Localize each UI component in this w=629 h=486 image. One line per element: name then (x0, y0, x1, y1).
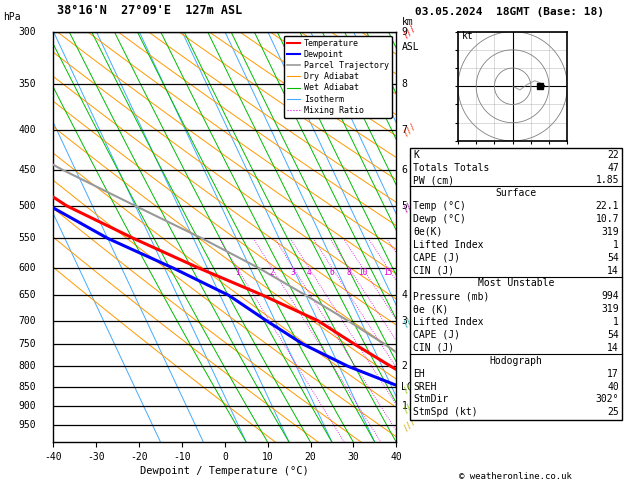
Text: 450: 450 (19, 165, 36, 175)
Text: K: K (413, 150, 419, 160)
Text: 03.05.2024  18GMT (Base: 18): 03.05.2024 18GMT (Base: 18) (415, 7, 604, 17)
Text: 3: 3 (401, 315, 408, 326)
Text: 8: 8 (347, 268, 352, 277)
Text: 750: 750 (19, 339, 36, 349)
Text: Surface: Surface (496, 188, 537, 198)
Text: CAPE (J): CAPE (J) (413, 253, 460, 263)
Text: EH: EH (413, 369, 425, 379)
Text: 994: 994 (601, 291, 619, 301)
Text: 300: 300 (19, 27, 36, 36)
Text: CAPE (J): CAPE (J) (413, 330, 460, 340)
Text: 54: 54 (607, 253, 619, 263)
Text: 4: 4 (307, 268, 311, 277)
Text: 350: 350 (19, 79, 36, 89)
Text: 14: 14 (607, 343, 619, 353)
Text: 17: 17 (607, 369, 619, 379)
Text: StmDir: StmDir (413, 395, 448, 404)
Text: 38°16'N  27°09'E  127m ASL: 38°16'N 27°09'E 127m ASL (57, 4, 242, 17)
Text: 25: 25 (607, 407, 619, 417)
Text: Dewp (°C): Dewp (°C) (413, 214, 466, 224)
Text: Lifted Index: Lifted Index (413, 240, 484, 250)
Text: 22.1: 22.1 (596, 201, 619, 211)
Text: 650: 650 (19, 290, 36, 300)
Text: LCL: LCL (401, 382, 419, 392)
Text: 3: 3 (291, 268, 296, 277)
Text: 47: 47 (607, 162, 619, 173)
Text: 2: 2 (269, 268, 274, 277)
Text: 7: 7 (401, 125, 408, 135)
Text: kt: kt (462, 31, 474, 41)
Text: 4: 4 (401, 290, 408, 300)
Text: 950: 950 (19, 420, 36, 430)
Text: SREH: SREH (413, 382, 437, 392)
Legend: Temperature, Dewpoint, Parcel Trajectory, Dry Adiabat, Wet Adiabat, Isotherm, Mi: Temperature, Dewpoint, Parcel Trajectory… (284, 36, 392, 118)
Text: ///: /// (401, 398, 418, 415)
Text: 10: 10 (358, 268, 367, 277)
Text: 1: 1 (235, 268, 240, 277)
Text: 22: 22 (607, 150, 619, 160)
Text: 1.85: 1.85 (596, 175, 619, 186)
Text: StmSpd (kt): StmSpd (kt) (413, 407, 478, 417)
X-axis label: Dewpoint / Temperature (°C): Dewpoint / Temperature (°C) (140, 466, 309, 476)
Text: 6: 6 (330, 268, 335, 277)
Text: 9: 9 (401, 27, 408, 36)
Text: 2: 2 (401, 361, 408, 371)
Text: θe(K): θe(K) (413, 227, 443, 237)
Text: 1: 1 (613, 240, 619, 250)
Text: 40: 40 (607, 382, 619, 392)
Text: ASL: ASL (401, 42, 419, 52)
Text: 15: 15 (383, 268, 392, 277)
Text: CIN (J): CIN (J) (413, 343, 454, 353)
Text: PW (cm): PW (cm) (413, 175, 454, 186)
Text: ///: /// (401, 23, 418, 40)
Text: Totals Totals: Totals Totals (413, 162, 489, 173)
Text: CIN (J): CIN (J) (413, 265, 454, 276)
Text: Pressure (mb): Pressure (mb) (413, 291, 489, 301)
Text: 800: 800 (19, 361, 36, 371)
Text: ///: /// (401, 417, 418, 433)
Text: hPa: hPa (3, 12, 21, 22)
Text: 302°: 302° (596, 395, 619, 404)
Text: Hodograph: Hodograph (489, 356, 543, 366)
Text: 700: 700 (19, 315, 36, 326)
Text: ///: /// (401, 312, 418, 329)
Text: ///: /// (401, 121, 418, 138)
Text: 5: 5 (401, 201, 408, 211)
Text: 319: 319 (601, 227, 619, 237)
Text: Mixing Ratio (g/kg): Mixing Ratio (g/kg) (433, 186, 442, 288)
Text: Most Unstable: Most Unstable (478, 278, 554, 289)
Text: 8: 8 (401, 79, 408, 89)
Text: 6: 6 (401, 165, 408, 175)
Text: 54: 54 (607, 330, 619, 340)
Text: Temp (°C): Temp (°C) (413, 201, 466, 211)
Text: 850: 850 (19, 382, 36, 392)
Text: 400: 400 (19, 125, 36, 135)
Text: 600: 600 (19, 263, 36, 273)
Text: © weatheronline.co.uk: © weatheronline.co.uk (459, 472, 572, 481)
Text: km: km (401, 17, 413, 28)
Text: 319: 319 (601, 304, 619, 314)
Text: 550: 550 (19, 233, 36, 243)
Text: 1: 1 (613, 317, 619, 327)
Text: 10.7: 10.7 (596, 214, 619, 224)
Text: 500: 500 (19, 201, 36, 211)
Text: θe (K): θe (K) (413, 304, 448, 314)
Text: Lifted Index: Lifted Index (413, 317, 484, 327)
Text: ///: /// (401, 197, 418, 214)
Text: 900: 900 (19, 401, 36, 411)
Text: ///: /// (401, 378, 418, 395)
Text: 14: 14 (607, 265, 619, 276)
Text: 1: 1 (401, 401, 408, 411)
